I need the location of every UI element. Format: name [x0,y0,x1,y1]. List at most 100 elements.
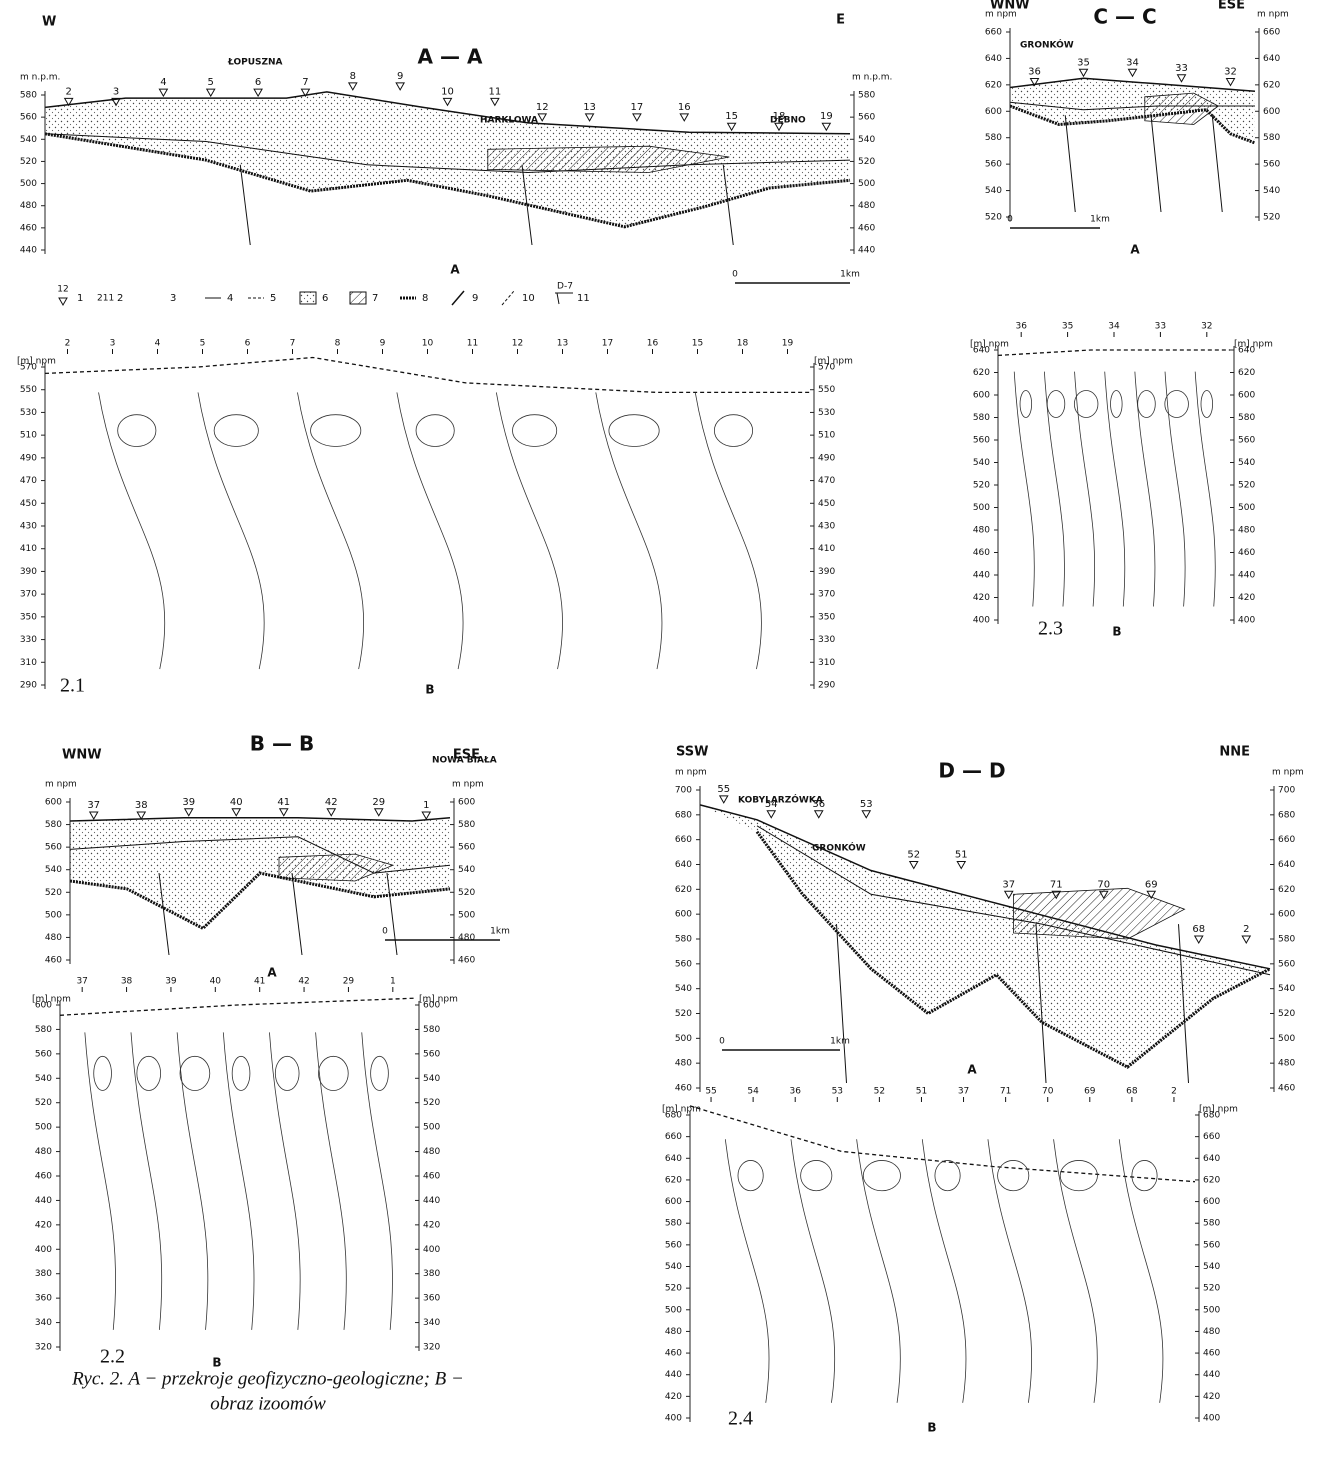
y-tick-label: 540 [423,1074,440,1084]
panel-label: A [450,263,460,277]
isoom-contour [1131,1160,1158,1192]
hatched-layer [1013,887,1186,940]
legend-symbol [299,291,317,305]
direction-left: WNW [990,0,1030,13]
y-tick-label: 540 [973,458,990,468]
y-tick-label: 340 [423,1318,440,1328]
y-tick-label: 500 [1238,503,1255,513]
isoom-contour [1019,390,1033,418]
y-tick-label: 380 [423,1269,440,1279]
isoom-contour [1118,1139,1164,1403]
station-marker [1193,935,1204,944]
isoom-contour [713,414,754,447]
y-tick-label: 410 [20,544,37,554]
y-tick-label: 640 [665,1154,682,1164]
y-tick-label: 520 [1238,481,1255,491]
fault-line [386,873,398,956]
station-label: 41 [277,797,290,808]
y-tick-label: 550 [818,385,835,395]
axis-label: m npm [45,780,77,790]
y-tick-label: 460 [423,1172,440,1182]
isoom-contour [694,392,762,670]
station-marker [300,88,311,98]
y-tick-label: 410 [818,544,835,554]
y-tick-label: 540 [458,865,475,875]
y-tick-label: 420 [665,1392,682,1402]
station-label: 12 [536,102,549,113]
station-label: 53 [860,799,873,810]
direction-left: WNW [62,748,102,763]
station-label: 18 [773,111,786,122]
y-tick-label: 400 [423,1245,440,1255]
station-label: 6 [255,77,261,88]
y-tick-label: 620 [1263,80,1280,90]
axis-label: [m] npm [17,357,56,367]
place-name: NOWA BIAŁA [432,756,497,766]
legend-number: 6 [322,293,328,304]
station-label: 7 [290,339,296,349]
station-label: 40 [230,797,243,808]
station-label: 35 [1062,322,1073,332]
layer-boundary [69,836,451,874]
legend-symbol-text: 211 [97,294,114,304]
y-tick-label: 320 [423,1343,440,1353]
legend-number: 2 [117,293,123,304]
y-tick-label: 640 [1203,1154,1220,1164]
y-tick-label: 580 [1238,413,1255,423]
station-label: 17 [631,102,644,113]
axis-label: m npm [985,10,1017,20]
scale-label: 1km [490,927,510,937]
y-tick-label: 470 [818,476,835,486]
station-label: 2 [1243,924,1249,935]
y-tick-label: 540 [1203,1262,1220,1272]
station-label: 40 [210,977,222,987]
isoom-contour [1200,390,1214,418]
y-tick-label: 580 [1203,1219,1220,1229]
y-tick-label: 450 [818,499,835,509]
legend-symbol [349,291,367,305]
y-tick-label: 520 [423,1098,440,1108]
fault-line [291,873,303,956]
y-tick-label: 480 [675,1059,692,1069]
station-marker [726,122,737,132]
station-label: 42 [325,797,338,808]
isoom-contour [987,1139,1033,1403]
y-tick-label: 600 [985,107,1002,117]
axis-label: [m] npm [1199,1105,1238,1115]
legend-number: 9 [472,293,478,304]
y-tick-label: 520 [985,213,1002,223]
ground-surface [44,91,851,135]
station-label: 16 [647,339,659,349]
hatched-layer [1144,92,1220,125]
isoom-contour [1164,371,1186,607]
legend-symbol [501,290,515,306]
y-tick-label: 680 [675,810,692,820]
legend-symbol [555,292,573,305]
direction-right: E [836,13,845,28]
station-label: 13 [557,339,568,349]
y-tick-label: 600 [665,1197,682,1207]
y-tick-label: 370 [818,590,835,600]
station-label: 34 [1108,322,1120,332]
y-tick-label: 520 [675,1009,692,1019]
station-label: 9 [380,339,386,349]
station-label: 41 [254,977,265,987]
station-marker [632,113,642,122]
y-tick-label: 600 [423,1001,440,1011]
figure-label: 2.2 [100,1346,125,1368]
y-tick-label: 660 [1263,28,1280,38]
y-tick-label: 540 [35,1074,52,1084]
station-marker [861,810,872,819]
station-marker [253,88,263,98]
y-tick-label: 500 [423,1123,440,1133]
y-tick-label: 600 [973,391,990,401]
station-label: 1 [423,800,429,811]
direction-right: ESE [453,748,480,763]
isoom-contour [1137,390,1156,418]
station-marker [766,810,777,819]
y-tick-label: 700 [1278,786,1295,796]
scale-label: 0 [732,270,738,280]
y-tick-label: 570 [818,363,835,373]
station-marker [63,97,74,107]
